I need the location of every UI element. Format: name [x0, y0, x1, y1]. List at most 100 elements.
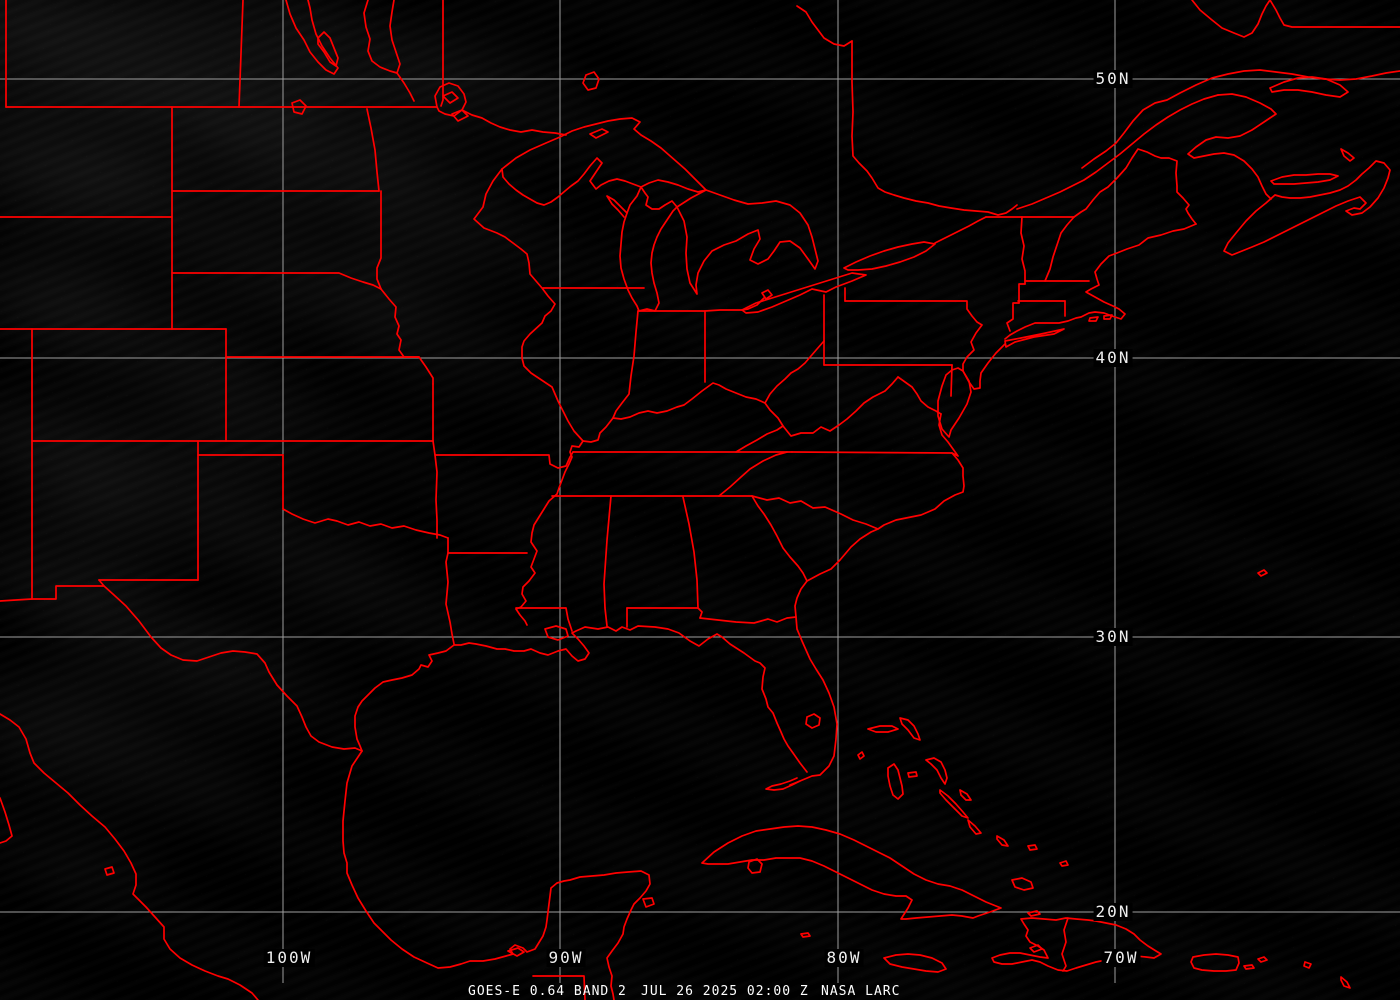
- map-lesser-antilles-south: [1340, 976, 1351, 989]
- map-cuba: [701, 825, 1002, 920]
- map-mississippi-river: [473, 168, 584, 626]
- map-grand-cayman: [800, 932, 811, 938]
- map-tn-nc-smokies: [718, 451, 788, 497]
- map-bimini: [857, 751, 865, 760]
- map-chesapeake-west: [938, 413, 959, 457]
- map-maine-quebec-nb: [1073, 148, 1197, 225]
- map-mn-sd-east: [376, 190, 382, 290]
- map-southeast-atlantic-gulf-coast: [789, 452, 965, 786]
- latitude-label-30n: 30N: [1093, 627, 1133, 646]
- map-mexico-gulf-yucatan-coast: [342, 750, 651, 1000]
- map-cat-island: [959, 789, 972, 801]
- map-cozumel: [642, 897, 655, 908]
- map-va-nc-36-5n: [791, 451, 953, 454]
- map-wv-va: [782, 376, 899, 437]
- map-maine-newengland-coast: [1004, 223, 1197, 340]
- map-layer-coastlines: [0, 223, 1197, 1000]
- map-ms-la-31n: [515, 607, 573, 632]
- map-virgin-islands: [1257, 956, 1268, 963]
- map-jamaica: [883, 953, 947, 973]
- map-ga-sc-savannah-river: [751, 495, 808, 582]
- map-mexico-guatemala-belize: [532, 975, 586, 1000]
- map-rainy-lake-east: [451, 109, 469, 122]
- map-lake-huron-georgian-bay: [676, 189, 819, 295]
- latitude-label-50n: 50N: [1093, 69, 1133, 88]
- map-quebec-labrador: [1191, 0, 1400, 38]
- map-red-river-south: [282, 508, 449, 539]
- map-great-inagua: [1011, 877, 1034, 891]
- caption-credit-label: NASA LARC: [821, 984, 901, 999]
- map-ga-fl: [699, 616, 797, 624]
- map-lake-pontchartrain: [544, 625, 569, 641]
- map-saskatchewan-manitoba: [238, 0, 244, 108]
- map-ms-al: [603, 495, 612, 627]
- map-dauphin-lake: [291, 99, 307, 115]
- map-mi-in-oh-41-7n: [637, 309, 743, 312]
- map-sd-south-43n: [171, 272, 382, 290]
- map-ky-va: [735, 402, 784, 453]
- map-st-lawrence-north-shore: [1081, 69, 1400, 169]
- map-winnipeg-river: [396, 72, 415, 102]
- map-delmarva: [937, 367, 972, 438]
- map-long-island: [1004, 328, 1065, 348]
- map-nantucket: [1088, 316, 1099, 322]
- map-lake-erie: [741, 272, 867, 314]
- longitude-label-70w: 70W: [1101, 948, 1141, 967]
- map-st-lawrence-border: [934, 216, 987, 244]
- map-magdalen-islands: [1340, 148, 1355, 162]
- map-gaspe-chaleur-nb: [1187, 93, 1277, 200]
- map-exuma-chain: [939, 789, 969, 819]
- map-isla-de-la-juventud: [747, 858, 763, 874]
- map-haiti-dr-border: [1061, 917, 1069, 972]
- map-layer-eastern-canada: [1016, 69, 1400, 322]
- map-al-ga: [682, 496, 703, 619]
- map-isle-royale: [589, 128, 609, 139]
- map-puerto-rico: [1190, 953, 1240, 972]
- latitude-label-20n: 20N: [1093, 902, 1133, 921]
- map-marthas-vineyard: [1103, 314, 1113, 320]
- map-nova-scotia-cape-breton: [1223, 160, 1391, 256]
- map-minnesota-canada: [461, 109, 567, 136]
- map-prince-edward-island: [1270, 173, 1339, 185]
- map-st-lawrence-south-shore: [1016, 94, 1219, 210]
- map-missouri-river-ne: [380, 288, 434, 385]
- map-lake-superior: [501, 117, 707, 206]
- map-mexico-west-coast: [0, 713, 259, 1000]
- map-laguna-terminos: [507, 947, 525, 957]
- caption-product-label: GOES-E 0.64 BAND 2: [468, 984, 627, 999]
- map-layer-lakes: [285, 0, 936, 729]
- map-green-bay: [606, 195, 628, 218]
- map-mayaguana: [1027, 844, 1038, 851]
- map-florida-keys: [765, 777, 801, 791]
- map-rainy-lake: [442, 91, 459, 104]
- map-vt-nh-river: [1044, 216, 1075, 282]
- map-ct-west: [1006, 302, 1020, 332]
- map-ontario-quebec-ottawa: [851, 40, 1018, 216]
- map-ma-west: [1018, 283, 1026, 304]
- map-lake-manitoba: [317, 31, 339, 67]
- map-lesser-antilles-north: [1303, 961, 1312, 969]
- map-eleuthera: [925, 757, 948, 785]
- map-lake-ontario: [843, 241, 936, 271]
- map-mo-ar-36-5n: [434, 451, 574, 469]
- map-rio-grande: [98, 579, 363, 752]
- map-new-providence: [907, 771, 918, 778]
- map-andros: [887, 763, 904, 800]
- map-hispaniola: [991, 917, 1162, 972]
- map-anticosti-island: [1269, 76, 1349, 98]
- longitude-label-100w: 100W: [263, 948, 315, 967]
- map-crooked-island: [996, 835, 1009, 847]
- map-ny-pa-delaware: [844, 300, 983, 372]
- map-lake-okeechobee: [805, 713, 821, 729]
- map-grand-bahama: [867, 725, 899, 733]
- map-az-mexico-bootheel: [0, 585, 105, 602]
- map-long-island-bahamas: [967, 819, 982, 835]
- map-tx-la-sabine: [445, 537, 455, 645]
- map-lake-winnipeg: [363, 0, 401, 74]
- map-potomac: [897, 376, 942, 415]
- map-vt-ny-champlain: [1020, 216, 1026, 285]
- map-manitoba-ontario: [440, 0, 444, 107]
